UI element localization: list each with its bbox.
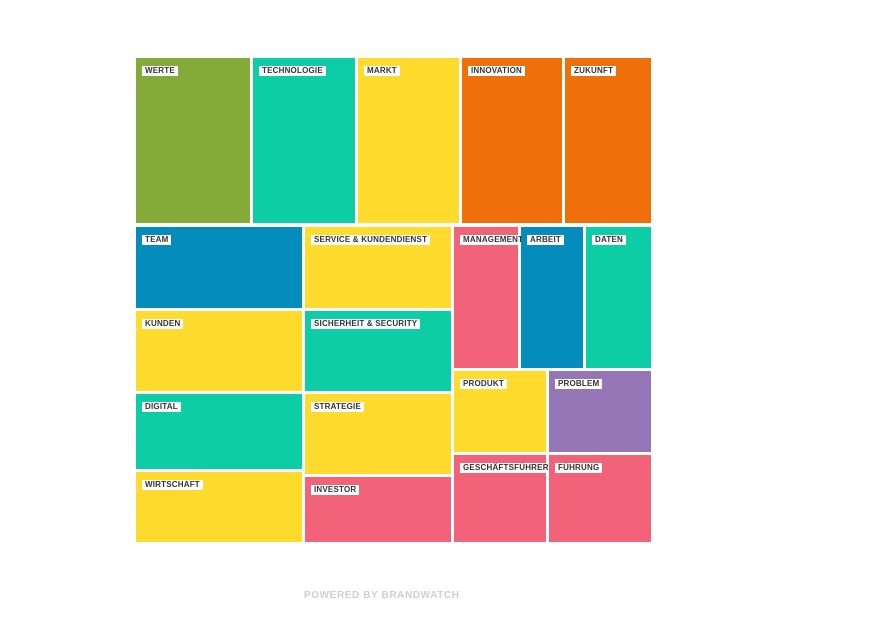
treemap-tile-label: INVESTOR bbox=[311, 485, 360, 495]
treemap-tile-label: STRATEGIE bbox=[311, 402, 364, 412]
treemap-tile-digital[interactable]: DIGITAL bbox=[136, 394, 302, 469]
treemap-tile-sicherheit-and-security[interactable]: SICHERHEIT & SECURITY bbox=[305, 311, 451, 391]
treemap-tile-label: DIGITAL bbox=[142, 402, 181, 412]
treemap-tile-problem[interactable]: PROBLEM bbox=[549, 371, 651, 452]
treemap-tile-label: TEAM bbox=[142, 235, 172, 245]
treemap-tile-fuehrung[interactable]: FÜHRUNG bbox=[549, 455, 651, 542]
treemap-tile-management[interactable]: MANAGEMENT bbox=[454, 227, 527, 368]
treemap-tile-label: SICHERHEIT & SECURITY bbox=[311, 319, 421, 329]
treemap-tile-zukunft[interactable]: ZUKUNFT bbox=[565, 58, 651, 223]
treemap-tile-strategie[interactable]: STRATEGIE bbox=[305, 394, 451, 474]
treemap-tile-produkt[interactable]: PRODUKT bbox=[454, 371, 546, 452]
treemap-tile-label: SERVICE & KUNDENDIENST bbox=[311, 235, 431, 245]
treemap-tile-label: GESCHÄFTSFÜHRER bbox=[460, 463, 552, 473]
treemap-tile-markt[interactable]: MARKT bbox=[358, 58, 459, 223]
treemap-tile-service-and-kundendienst[interactable]: SERVICE & KUNDENDIENST bbox=[305, 227, 451, 308]
treemap-tile-label: KUNDEN bbox=[142, 319, 184, 329]
treemap-tile-label: INNOVATION bbox=[468, 66, 526, 76]
treemap-tile-wirtschaft[interactable]: WIRTSCHAFT bbox=[136, 472, 302, 542]
treemap-tile-label: ARBEIT bbox=[527, 235, 564, 245]
powered-by-footer: POWERED BY BRANDWATCH bbox=[304, 590, 460, 601]
treemap-tile-geschaeftsfuehrer[interactable]: GESCHÄFTSFÜHRER bbox=[454, 455, 552, 542]
treemap-tile-label: PRODUKT bbox=[460, 379, 507, 389]
treemap-tile-label: PROBLEM bbox=[555, 379, 603, 389]
treemap-tile-label: MARKT bbox=[364, 66, 400, 76]
treemap-tile-label: ZUKUNFT bbox=[571, 66, 617, 76]
treemap-tile-label: FÜHRUNG bbox=[555, 463, 603, 473]
treemap-tile-label: TECHNOLOGIE bbox=[259, 66, 326, 76]
treemap-tile-daten[interactable]: DATEN bbox=[586, 227, 651, 368]
treemap-tile-label: WERTE bbox=[142, 66, 178, 76]
treemap-tile-technologie[interactable]: TECHNOLOGIE bbox=[253, 58, 355, 223]
treemap-tile-label: WIRTSCHAFT bbox=[142, 480, 203, 490]
treemap-tile-werte[interactable]: WERTE bbox=[136, 58, 250, 223]
treemap-tile-label: DATEN bbox=[592, 235, 626, 245]
treemap-tile-arbeit[interactable]: ARBEIT bbox=[521, 227, 583, 368]
treemap-tile-kunden[interactable]: KUNDEN bbox=[136, 311, 302, 391]
treemap-tile-label: MANAGEMENT bbox=[460, 235, 527, 245]
treemap-tile-investor[interactable]: INVESTOR bbox=[305, 477, 451, 542]
treemap-tile-team[interactable]: TEAM bbox=[136, 227, 302, 308]
treemap-tile-innovation[interactable]: INNOVATION bbox=[462, 58, 562, 223]
